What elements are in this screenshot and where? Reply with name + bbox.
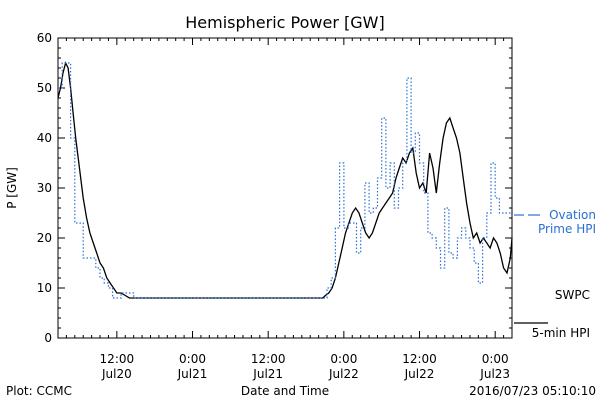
x-tick-date-label: Jul22 bbox=[404, 367, 435, 381]
y-tick-label: 20 bbox=[37, 231, 52, 245]
y-tick-label: 30 bbox=[37, 181, 52, 195]
y-tick-label: 0 bbox=[44, 331, 52, 345]
y-tick-label: 50 bbox=[37, 81, 52, 95]
x-tick-time-label: 0:00 bbox=[330, 352, 357, 366]
legend-ovation-line2: Prime HPI bbox=[538, 222, 596, 236]
x-tick-date-label: Jul23 bbox=[479, 367, 510, 381]
x-tick-time-label: 0:00 bbox=[179, 352, 206, 366]
x-tick-time-label: 12:00 bbox=[251, 352, 286, 366]
chart-title: Hemispheric Power [GW] bbox=[185, 13, 384, 32]
y-tick-label: 60 bbox=[37, 31, 52, 45]
swpc-hpi-series-line bbox=[57, 61, 513, 299]
x-tick-time-label: 12:00 bbox=[402, 352, 437, 366]
x-tick-date-label: Jul21 bbox=[177, 367, 208, 381]
y-axis-label: P [GW] bbox=[5, 167, 19, 209]
x-tick-date-label: Jul21 bbox=[252, 367, 283, 381]
footer-timestamp: 2016/07/23 05:10:10 bbox=[469, 384, 596, 398]
x-tick-time-label: 12:00 bbox=[100, 352, 135, 366]
legend-swpc-line1: SWPC bbox=[555, 288, 590, 302]
y-tick-label: 10 bbox=[37, 281, 52, 295]
legend-ovation-line1: Ovation bbox=[549, 208, 596, 222]
legend-swpc-line2: 5-min HPI bbox=[532, 326, 590, 340]
series-layer bbox=[57, 61, 513, 299]
y-tick-label: 40 bbox=[37, 131, 52, 145]
footer-credit: Plot: CCMC bbox=[6, 384, 72, 398]
x-tick-date-label: Jul20 bbox=[101, 367, 132, 381]
ovation-prime-series-line bbox=[58, 62, 512, 299]
x-tick-date-label: Jul22 bbox=[328, 367, 359, 381]
x-axis-label: Date and Time bbox=[241, 384, 329, 398]
x-tick-time-label: 0:00 bbox=[482, 352, 509, 366]
x-axis-ticks: 12:00Jul200:00Jul2112:00Jul210:00Jul2212… bbox=[57, 38, 513, 381]
